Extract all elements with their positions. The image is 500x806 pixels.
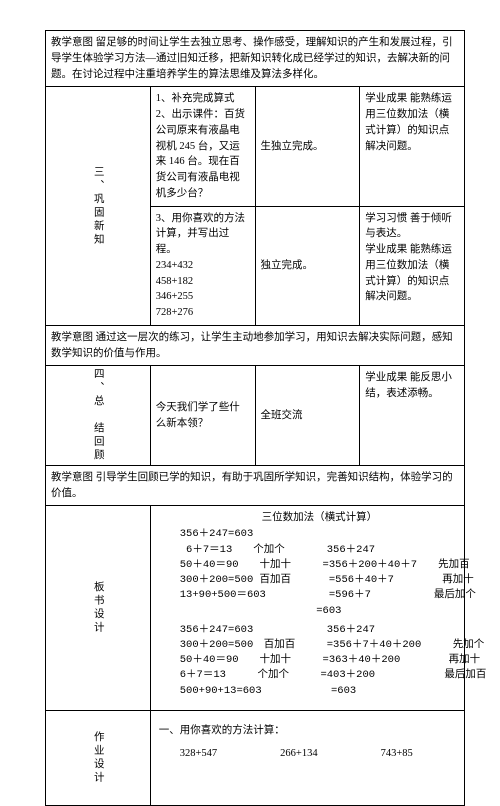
s4-activity: 今天我们学了些什么新本领？ bbox=[150, 366, 255, 466]
calc-line: 6＋7＝13 个加个 =403＋200 最后加百 bbox=[180, 668, 459, 683]
calc-line: 300＋200=500 百加百 =356＋7＋40＋200 先加个 bbox=[180, 638, 459, 653]
board-label: 板书设计 bbox=[46, 506, 151, 711]
s4-student: 全班交流 bbox=[255, 366, 360, 466]
s3r2-student: 独立完成。 bbox=[255, 206, 360, 325]
calc-line: 50＋40＝90 十加十 =356＋200＋40＋7 先加百 bbox=[180, 558, 459, 573]
board-title: 三位数加法（横式计算） bbox=[180, 510, 459, 525]
calc-line: 356＋247=603 bbox=[180, 527, 459, 542]
teaching-intent-1: 教学意图 留足够的时间让学生去独立思考、操作感受，理解知识的产生和发展过程，引导… bbox=[46, 31, 465, 87]
calc-line: 50＋40＝90 十加十 =363＋40＋200 再加十 bbox=[180, 653, 459, 668]
s3r1-activity: 1、补充完成算式 2、出示课件：百货公司原来有液晶电视机 245 台，又运来 1… bbox=[150, 87, 255, 206]
calc-line: 13+90+500＝603 =596＋7 最后加个 bbox=[180, 588, 459, 603]
s3r1-outcome: 学业成果 能熟练运用三位数加法（横式计算）的知识点解决问题。 bbox=[360, 87, 465, 206]
lesson-plan-table: 教学意图 留足够的时间让学生去独立思考、操作感受，理解知识的产生和发展过程，引导… bbox=[45, 30, 465, 806]
calc-line: 356＋247=603 356＋247 bbox=[180, 623, 459, 638]
s3r2-activity: 3、用你喜欢的方法计算，并写出过程。 234+432 458+182 346+2… bbox=[150, 206, 255, 325]
calc-line: =603 bbox=[180, 604, 459, 619]
section-3-label: 三、巩固新知 bbox=[46, 87, 151, 326]
s3r2-outcome: 学习习惯 善于倾听与表达。 学业成果 能熟练运用三位数加法（横式计算）的知识点解… bbox=[360, 206, 465, 325]
teaching-intent-2: 教学意图 通过这一层次的练习，让学生主动地参加学习，用知识去解决实际问题，感知数… bbox=[46, 325, 465, 366]
homework-content: 一、用你喜欢的方法计算： 328+547 266+134 743+85 bbox=[150, 711, 464, 806]
hw-items: 328+547 266+134 743+85 bbox=[159, 742, 456, 765]
homework-label: 作业设计 bbox=[46, 711, 151, 806]
teaching-intent-3: 教学意图 引导学生回顾已学的知识，有助于巩固所学知识，完善知识结构，体验学习的价… bbox=[46, 465, 465, 506]
calc-line: 6＋7＝13 个加个 356＋247 bbox=[180, 543, 459, 558]
hw-prompt: 一、用你喜欢的方法计算： bbox=[159, 719, 456, 742]
section-4-label: 四、总 结回顾 bbox=[46, 366, 151, 466]
board-content: 三位数加法（横式计算） 356＋247=603 6＋7＝13 个加个 356＋2… bbox=[150, 506, 464, 711]
s4-outcome: 学业成果 能反思小结，表述添畅。 bbox=[360, 366, 465, 466]
s3r1-student: 生独立完成。 bbox=[255, 87, 360, 206]
calc-line: 500+90+13=603 =603 bbox=[180, 684, 459, 699]
calc-line: 300＋200=500 百加百 =556＋40＋7 再加十 bbox=[180, 573, 459, 588]
